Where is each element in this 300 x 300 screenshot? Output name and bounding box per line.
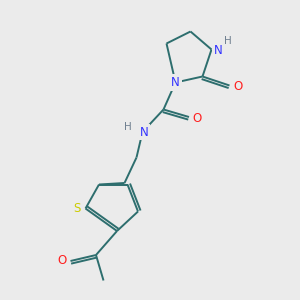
Text: O: O: [58, 254, 67, 268]
Text: S: S: [74, 202, 81, 215]
Text: O: O: [193, 112, 202, 125]
Text: H: H: [224, 36, 232, 46]
Text: H: H: [124, 122, 131, 132]
Text: N: N: [171, 76, 180, 89]
Text: O: O: [233, 80, 242, 94]
Text: N: N: [140, 125, 148, 139]
Text: N: N: [214, 44, 223, 57]
